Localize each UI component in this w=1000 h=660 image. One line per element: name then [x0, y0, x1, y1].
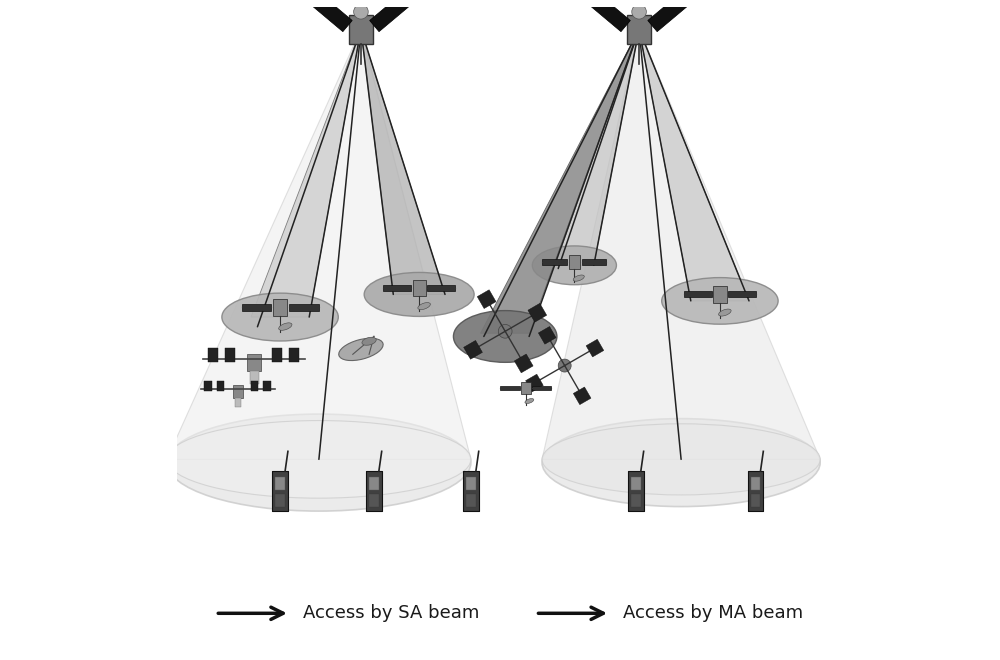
- Bar: [217, 381, 224, 391]
- Bar: [521, 382, 531, 394]
- Bar: [569, 255, 580, 269]
- Ellipse shape: [339, 339, 383, 360]
- Bar: [500, 386, 520, 390]
- Ellipse shape: [418, 302, 430, 310]
- Polygon shape: [167, 29, 471, 459]
- Bar: [628, 471, 644, 511]
- Ellipse shape: [532, 246, 616, 284]
- Circle shape: [354, 5, 368, 19]
- Polygon shape: [477, 290, 496, 308]
- Bar: [275, 477, 285, 490]
- Ellipse shape: [542, 418, 820, 507]
- Bar: [366, 471, 382, 511]
- Bar: [225, 348, 235, 362]
- Bar: [751, 494, 760, 507]
- Ellipse shape: [167, 414, 471, 511]
- Polygon shape: [514, 354, 533, 373]
- Polygon shape: [251, 29, 361, 317]
- Bar: [751, 477, 760, 490]
- Bar: [369, 477, 379, 490]
- Ellipse shape: [279, 323, 292, 330]
- Ellipse shape: [453, 311, 557, 362]
- Bar: [235, 398, 241, 407]
- Bar: [466, 477, 476, 490]
- Polygon shape: [586, 339, 604, 357]
- Bar: [263, 381, 271, 391]
- Bar: [208, 348, 218, 362]
- Polygon shape: [538, 327, 556, 344]
- Bar: [242, 304, 271, 310]
- Ellipse shape: [573, 275, 584, 281]
- Ellipse shape: [222, 293, 338, 341]
- Bar: [251, 381, 258, 391]
- Polygon shape: [555, 29, 639, 265]
- Bar: [233, 385, 243, 398]
- Polygon shape: [361, 29, 445, 294]
- Circle shape: [632, 5, 646, 19]
- Ellipse shape: [662, 278, 778, 324]
- Bar: [250, 371, 259, 384]
- Bar: [463, 471, 479, 511]
- Ellipse shape: [364, 273, 474, 316]
- Bar: [247, 354, 261, 371]
- Bar: [349, 15, 373, 44]
- Polygon shape: [280, 0, 352, 32]
- Bar: [684, 292, 712, 298]
- Polygon shape: [559, 0, 630, 32]
- Bar: [728, 292, 756, 298]
- Polygon shape: [370, 0, 441, 32]
- Bar: [289, 348, 299, 362]
- Ellipse shape: [542, 424, 820, 495]
- Bar: [582, 259, 606, 265]
- Polygon shape: [528, 304, 547, 322]
- Circle shape: [558, 359, 571, 372]
- Bar: [413, 280, 426, 296]
- Ellipse shape: [525, 399, 534, 403]
- Bar: [713, 286, 727, 303]
- Bar: [272, 471, 288, 511]
- Bar: [466, 494, 476, 507]
- Bar: [427, 285, 455, 291]
- Text: Access by SA beam: Access by SA beam: [303, 605, 479, 622]
- Bar: [542, 259, 567, 265]
- Polygon shape: [639, 29, 749, 301]
- Text: Access by MA beam: Access by MA beam: [623, 605, 803, 622]
- Polygon shape: [481, 29, 639, 333]
- Polygon shape: [464, 341, 482, 359]
- Bar: [631, 477, 641, 490]
- Ellipse shape: [362, 337, 376, 345]
- Bar: [627, 15, 651, 44]
- Polygon shape: [542, 29, 820, 459]
- Bar: [289, 304, 319, 310]
- Bar: [204, 381, 212, 391]
- Ellipse shape: [719, 309, 731, 316]
- Bar: [748, 471, 763, 511]
- Bar: [369, 494, 379, 507]
- Ellipse shape: [167, 420, 471, 498]
- Circle shape: [498, 325, 512, 338]
- Bar: [532, 386, 551, 390]
- Bar: [275, 494, 285, 507]
- Polygon shape: [648, 0, 720, 32]
- Polygon shape: [573, 387, 591, 405]
- Bar: [272, 348, 282, 362]
- Bar: [631, 494, 641, 507]
- Bar: [383, 285, 411, 291]
- Polygon shape: [526, 374, 543, 392]
- Bar: [273, 298, 287, 316]
